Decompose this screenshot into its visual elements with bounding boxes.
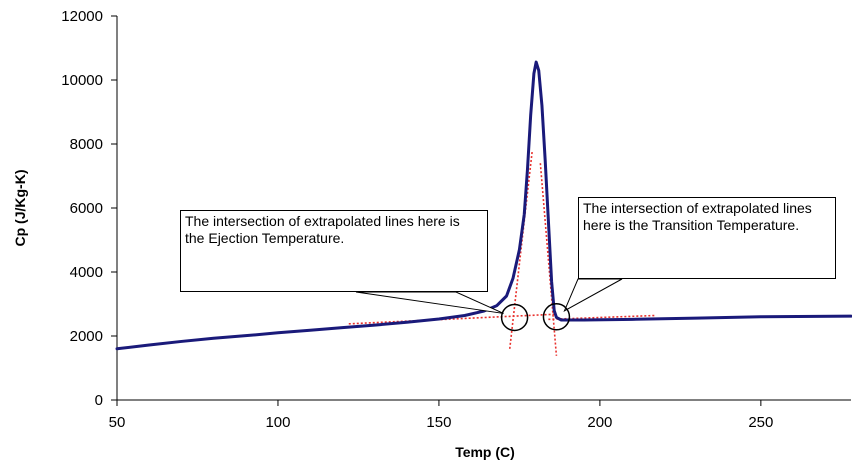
y-tick-label: 10000 — [61, 72, 103, 89]
x-tick-label: 150 — [426, 414, 451, 431]
series-group — [115, 60, 852, 351]
y-tick-label: 6000 — [70, 200, 103, 217]
extrapolation-line — [539, 163, 558, 356]
callout-transition: The intersection of extrapolated lines h… — [578, 197, 836, 279]
x-tick-label: 100 — [265, 414, 290, 431]
extrapolation-line — [508, 150, 534, 349]
extrapolation-line — [348, 313, 555, 325]
y-tick-label: 4000 — [70, 264, 103, 281]
callout-ejection: The intersection of extrapolated lines h… — [180, 210, 488, 292]
callout-pointer-transition — [563, 278, 623, 312]
y-tick-label: 8000 — [70, 136, 103, 153]
x-axis-title: Temp (C) — [455, 444, 515, 460]
x-tick-label: 50 — [109, 414, 126, 431]
callout-leaders — [355, 278, 623, 314]
y-tick-label: 2000 — [70, 328, 103, 345]
callout-pointer-ejection — [355, 291, 504, 314]
y-tick-label: 12000 — [61, 8, 103, 25]
highlight-circle — [542, 303, 571, 331]
y-axis-title: Cp (J/Kg-K) — [12, 170, 28, 247]
highlight-circle — [500, 303, 529, 332]
cp-series-line — [115, 60, 852, 351]
ticks: 0 2000 4000 6000 8000 10000 12000 50 100 150 200 25… — [61, 8, 773, 431]
y-tick-label: 0 — [95, 392, 103, 409]
highlight-circles — [500, 303, 571, 332]
x-tick-label: 250 — [748, 414, 773, 431]
x-tick-label: 200 — [587, 414, 612, 431]
